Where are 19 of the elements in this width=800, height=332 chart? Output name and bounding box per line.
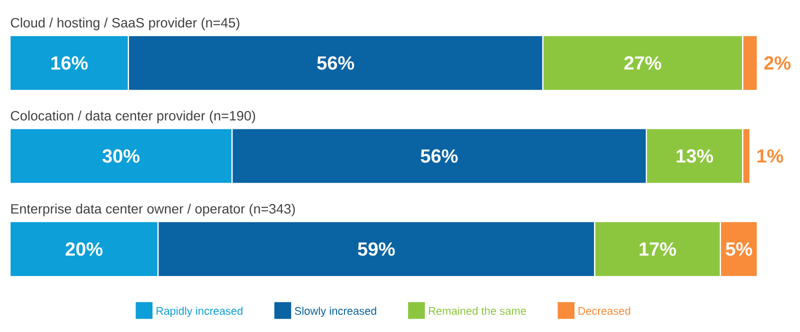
data-label: 30% — [102, 149, 140, 163]
data-label: 13% — [676, 149, 714, 163]
data-label: 2% — [764, 56, 791, 70]
data-label: 20% — [66, 242, 103, 256]
data-label: 56% — [420, 149, 458, 163]
data-label: 56% — [317, 56, 354, 70]
legend-label: Rapidly increased — [156, 306, 242, 318]
legend-label: Slowly increased — [294, 306, 376, 318]
data-label: 27% — [624, 56, 662, 70]
data-label: 5% — [726, 242, 752, 256]
legend-label: Remained the same — [428, 306, 526, 315]
data-label: 17% — [640, 242, 676, 256]
y-tick-label: Cloud / hosting / SaaS provider (n=45) — [10, 18, 240, 30]
y-tick-label: Enterprise data center owner / operator (n=343) — [11, 204, 295, 216]
data-label: 1% — [757, 149, 784, 163]
data-label: 16% — [51, 56, 88, 70]
legend-label: Decreased — [578, 306, 630, 315]
data-label: 59% — [358, 242, 395, 256]
y-tick-label: Colocation / data center provider (n=190) — [10, 110, 256, 124]
